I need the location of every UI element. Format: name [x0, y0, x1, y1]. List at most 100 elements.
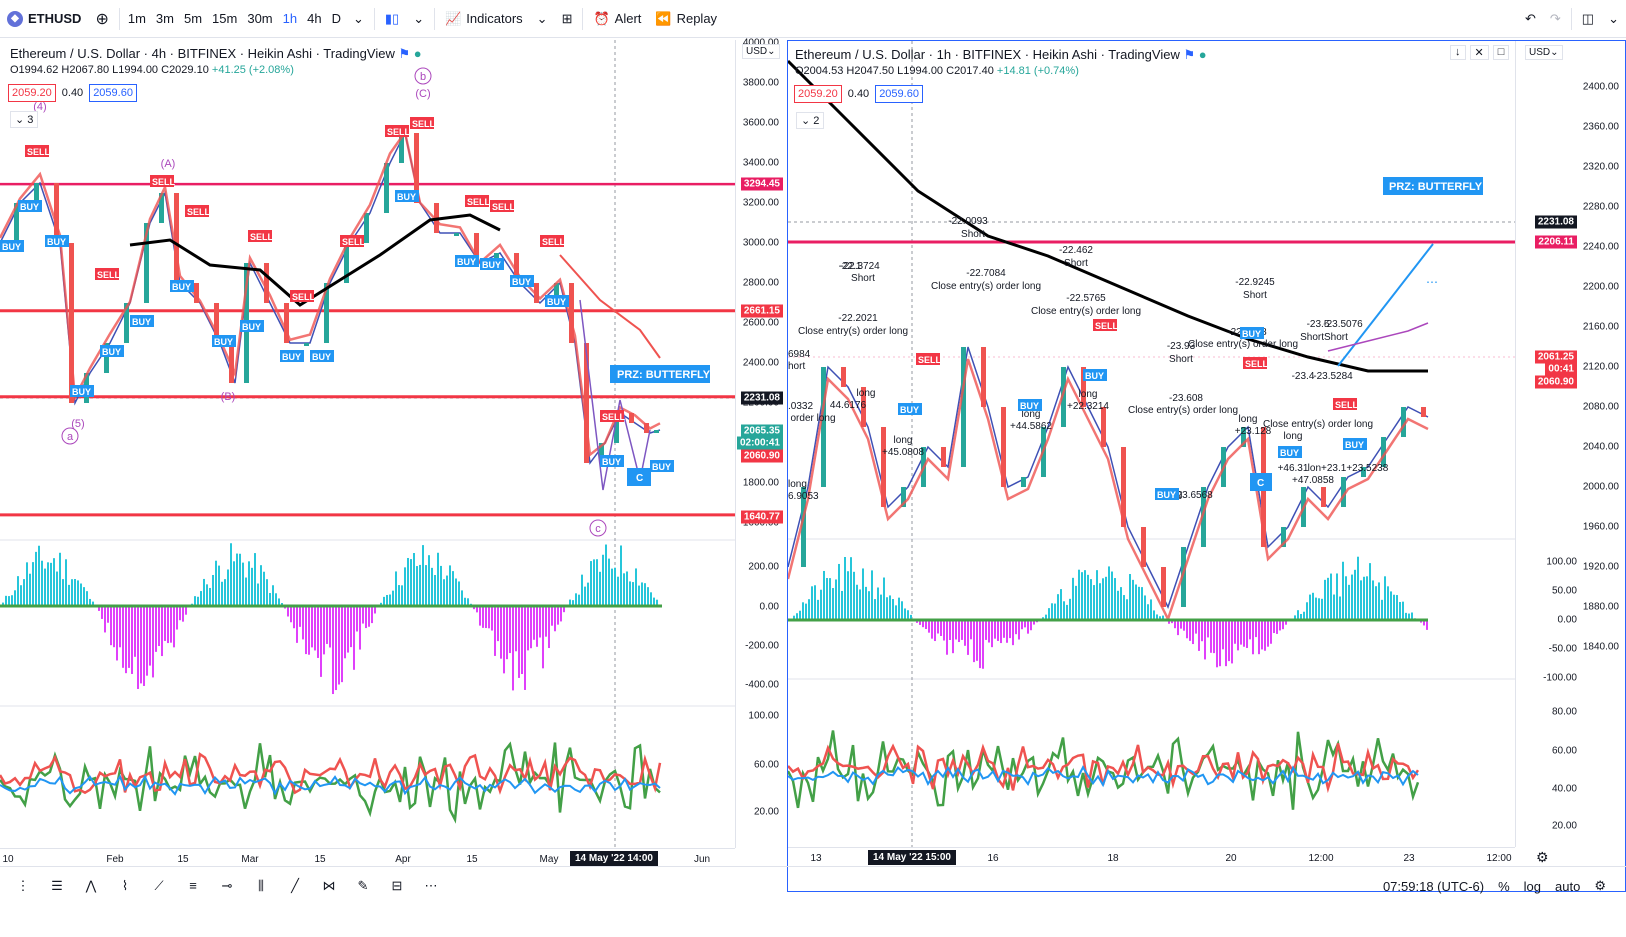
- compare-plus-icon[interactable]: ⊕: [95, 10, 109, 28]
- oscillator-bar: [1306, 602, 1308, 620]
- right-chart-canvas[interactable]: PRZ: BUTTERFLY 9 ⋯ -22.0093 Short -22.462 Sho…: [788, 41, 1515, 847]
- oscillator-bar: [1396, 595, 1398, 620]
- pattern-tool-icon[interactable]: ⋈: [322, 877, 336, 893]
- right-time-axis[interactable]: 13 16 18 20 12:00 23 12:00 14 May '22 15:00: [788, 847, 1515, 867]
- candle: [554, 283, 559, 303]
- buy-price-button[interactable]: 2059.60: [875, 85, 923, 103]
- sell-price-button[interactable]: 2059.20: [794, 85, 842, 103]
- tf-5m[interactable]: 5m: [183, 11, 203, 26]
- price-label: 2231.08: [740, 391, 783, 405]
- oscillator-bar: [841, 590, 843, 620]
- more-tools-icon[interactable]: ⋯: [424, 877, 438, 893]
- left-chart-pane[interactable]: PRZ: BUTTERFLY 3 BUY BUY BUY BUY BUY BUY BUY BUY…: [0, 38, 785, 892]
- oscillator-bar: [856, 584, 858, 620]
- close-icon[interactable]: ✕: [1469, 45, 1489, 60]
- trade-annotation: +45.0808: [882, 447, 924, 458]
- oscillator-bar: [952, 620, 954, 654]
- layout-grid-icon[interactable]: ⊞: [561, 10, 573, 26]
- tf-d[interactable]: D: [331, 11, 341, 26]
- horizontal-lines-tool-icon[interactable]: ☰: [51, 877, 63, 893]
- candle: [104, 343, 109, 373]
- settings-gear-icon[interactable]: ⚙: [1536, 849, 1549, 865]
- candle: [54, 183, 59, 243]
- left-price-axis[interactable]: 4000.00 3800.00 3600.00 3400.00 3200.00 3000.…: [735, 38, 785, 848]
- tf-4h[interactable]: 4h: [307, 11, 322, 26]
- horizontal-ray-tool-icon[interactable]: ⊸: [221, 877, 233, 893]
- moving-average-red-tail: [559, 254, 661, 359]
- oscillator-bar: [497, 606, 499, 642]
- right-chart-title: Ethereum / U.S. Dollar · 1h · BITFINEX ·…: [795, 47, 1180, 62]
- buy-signal-label: BUY: [900, 405, 919, 415]
- divider: [373, 7, 375, 30]
- chart-type-chevron-icon[interactable]: ⌄: [413, 10, 425, 26]
- line-tool-icon[interactable]: ╱: [291, 877, 299, 893]
- flag-icon: ⚑: [1183, 47, 1196, 62]
- currency-selector[interactable]: USD⌄: [1525, 45, 1563, 60]
- buy-signal-box: [240, 320, 264, 332]
- channel-tool-icon[interactable]: ≡: [189, 878, 197, 893]
- oscillator-bar: [545, 606, 547, 637]
- candle-type-icon[interactable]: ▮▯: [384, 10, 400, 26]
- divider: [434, 7, 436, 30]
- axis-tick: 2000.00: [1582, 481, 1619, 493]
- percent-scale-toggle[interactable]: %: [1498, 878, 1510, 894]
- left-chart-canvas[interactable]: PRZ: BUTTERFLY 3 BUY BUY BUY BUY BUY BUY BUY BUY…: [0, 40, 735, 848]
- sell-price-button[interactable]: 2059.20: [8, 84, 56, 102]
- scroll-down-icon[interactable]: ↓: [1450, 45, 1466, 60]
- trend-line-tool-icon[interactable]: ⟋: [154, 877, 164, 893]
- buy-signal-box: [170, 280, 194, 292]
- currency-selector[interactable]: USD⌄: [742, 44, 780, 59]
- tf-1m[interactable]: 1m: [127, 11, 146, 26]
- left-legend-toggle[interactable]: ⌄ 3: [10, 111, 39, 128]
- measure-tool-icon[interactable]: ⊟: [391, 877, 403, 893]
- spread-value: 0.40: [61, 87, 84, 99]
- osc-axis-tick: 200.00: [748, 561, 779, 573]
- oscillator-bar: [104, 606, 106, 633]
- oscillator-bar: [1069, 598, 1071, 620]
- brush-tool-icon[interactable]: ✎: [357, 877, 369, 893]
- elliott-wave-tool-icon[interactable]: ⌇: [121, 877, 129, 893]
- oscillator-bar: [503, 606, 505, 674]
- rsi-axis-tick: 20.00: [753, 806, 779, 818]
- axis-tick: 3800.00: [742, 77, 779, 89]
- redo-icon[interactable]: ↷: [1549, 10, 1561, 26]
- left-time-axis[interactable]: 10 Feb 15 Mar 15 Apr 15 May Jun 14 May '22 14:00: [0, 848, 735, 868]
- candle: [1241, 427, 1246, 447]
- oscillator-bar: [344, 606, 346, 659]
- tf-15m[interactable]: 15m: [212, 11, 238, 26]
- maximize-icon[interactable]: □: [1492, 45, 1510, 60]
- undo-icon[interactable]: ↶: [1524, 10, 1536, 26]
- settings-gear-icon[interactable]: ⚙: [1594, 878, 1606, 893]
- tf-3m[interactable]: 3m: [155, 11, 174, 26]
- oscillator-bar: [1363, 576, 1365, 620]
- prz-label-box: [610, 365, 710, 383]
- left-chart-title: Ethereum / U.S. Dollar · 4h · BITFINEX ·…: [10, 46, 395, 61]
- oscillator-bar: [485, 606, 487, 629]
- timeframe-dropdown-chevron-icon[interactable]: ⌄: [352, 10, 364, 26]
- buy-price-button[interactable]: 2059.60: [89, 84, 137, 102]
- layout-chevron-icon[interactable]: ⌄: [1608, 10, 1619, 26]
- oscillator-bar: [1012, 620, 1014, 646]
- rsi-line-green: [0, 741, 661, 824]
- alert-button[interactable]: ⏰ Alert: [586, 0, 648, 37]
- right-chart-pane[interactable]: PRZ: BUTTERFLY 9 ⋯ -22.0093 Short -22.462 Sho…: [787, 40, 1626, 892]
- log-scale-toggle[interactable]: log: [1523, 878, 1542, 894]
- symbol-search-button[interactable]: ◆ ETHUSD: [0, 0, 88, 37]
- right-legend-toggle[interactable]: ⌄ 2: [796, 112, 825, 129]
- indicators-chevron-icon[interactable]: ⌄: [536, 10, 548, 26]
- replay-button[interactable]: ⏪ Replay: [648, 0, 724, 37]
- c-point-label: C: [1257, 478, 1264, 489]
- oscillator-bar: [83, 587, 85, 606]
- oscillator-bar: [176, 606, 178, 630]
- oscillator-bar: [820, 589, 822, 620]
- indicators-button[interactable]: 📈 Indicators: [438, 0, 530, 37]
- tf-1h[interactable]: 1h: [282, 11, 298, 26]
- oscillator-bar: [203, 578, 205, 606]
- multi-layout-icon[interactable]: ◫: [1581, 10, 1595, 26]
- fib-tool-icon[interactable]: ⫼: [258, 877, 264, 893]
- tf-30m[interactable]: 30m: [247, 11, 273, 26]
- right-price-axis[interactable]: 2400.00 2360.00 2320.00 2280.00 2240.00 2200.…: [1515, 41, 1625, 847]
- auto-scale-toggle[interactable]: auto: [1555, 878, 1581, 894]
- cursor-tool-icon[interactable]: ⋮: [16, 877, 30, 893]
- abc-pattern-tool-icon[interactable]: ⋀: [85, 877, 97, 893]
